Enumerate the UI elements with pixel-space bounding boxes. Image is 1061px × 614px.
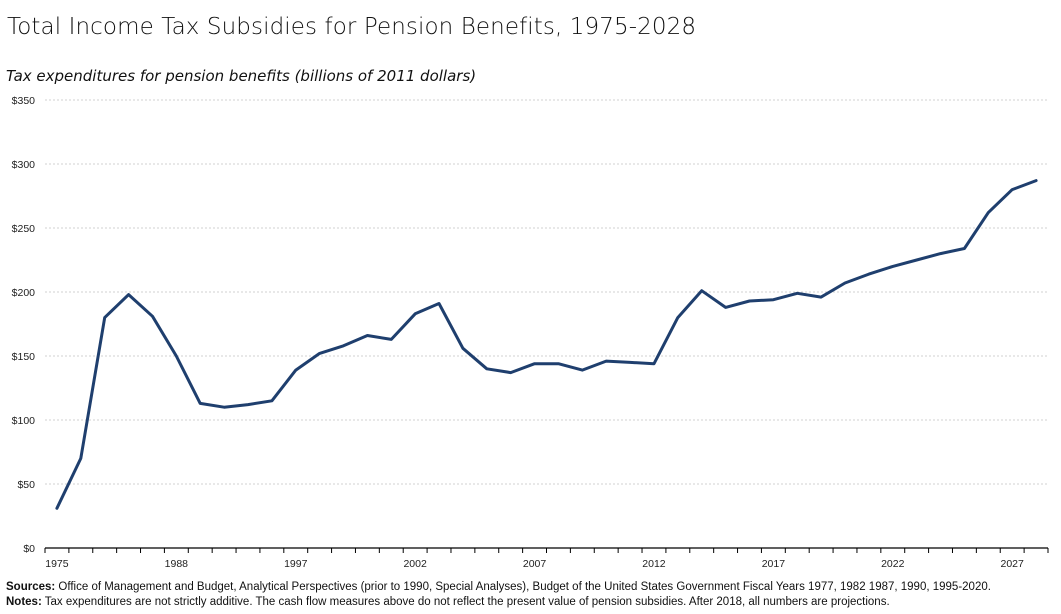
chart-title: Total Income Tax Subsidies for Pension B… [7,14,697,40]
x-tick-label: 2022 [881,558,905,570]
gridlines [45,99,1048,485]
x-tick-label: 2002 [403,558,427,570]
y-tick-label: $150 [12,351,36,363]
notes-label: Notes: [6,596,42,608]
sources-label: Sources: [6,581,56,593]
y-tick-label: $100 [12,415,36,427]
x-tick-label: 2007 [523,558,547,570]
x-axis-labels: 1975 1988 1997 2002 2007 2012 2017 2022 2027 [45,558,1024,570]
x-tick-label: 2017 [762,558,786,570]
chart-subtitle: Tax expenditures for pension benefits (b… [6,67,477,85]
x-tick-label: 2012 [642,558,666,570]
notes-text: Tax expenditures are not strictly additi… [44,596,890,608]
y-tick-label: $50 [17,479,35,491]
y-tick-label: $0 [23,543,35,555]
x-tick-label: 1988 [165,558,189,570]
x-axis [44,547,1049,553]
series-line [55,179,1038,510]
y-tick-label: $300 [12,159,36,171]
x-tick-label: 1975 [45,558,69,570]
sources-note: Sources: Office of Management and Budget… [6,581,991,593]
x-tick-label: 2027 [1000,558,1024,570]
notes-note: Notes: Tax expenditures are not strictly… [6,596,890,608]
x-tick-label: 1997 [284,558,308,570]
series-group [55,179,1038,510]
y-tick-label: $350 [12,95,36,107]
y-axis-ticks: $0 $50 $100 $150 $200 $250 $300 $350 [12,95,36,555]
y-tick-label: $250 [12,223,36,235]
sources-text: Office of Management and Budget, Analyti… [58,581,991,593]
y-tick-label: $200 [12,287,36,299]
